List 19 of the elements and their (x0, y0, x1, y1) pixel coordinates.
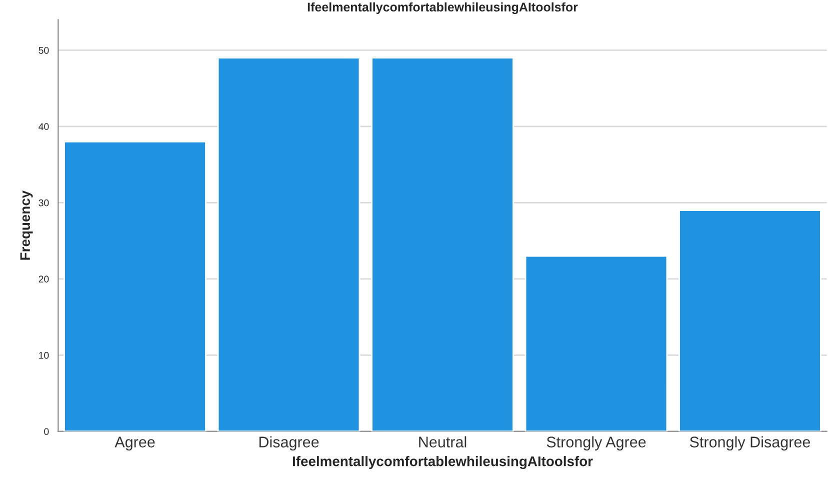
bar (524, 255, 668, 432)
bar (678, 210, 822, 432)
y-axis-title: Frequency (20, 190, 33, 260)
bar (217, 57, 360, 432)
x-tick-label: Neutral (419, 436, 466, 448)
x-tick-label: Strongly Disagree (690, 436, 810, 450)
x-axis-title: IfeelmentallycomfortablewhileusingAItoolsfor (292, 456, 593, 470)
x-tick-label: Strongly Agree (546, 436, 646, 450)
y-tick-label: 0 (44, 428, 49, 435)
bar (64, 140, 206, 432)
bar (371, 57, 514, 432)
y-tick-label: 20 (38, 276, 49, 283)
y-tick-label: 40 (38, 123, 49, 130)
x-tick-label: Agree (114, 436, 155, 450)
y-tick-label: 30 (38, 199, 49, 206)
y-tick-label: 50 (38, 46, 49, 54)
chart-title: IfeelmentallycomfortablewhileusingAItoolsfor (308, 2, 578, 14)
x-tick-label: Disagree (259, 436, 319, 450)
y-tick-label: 10 (39, 352, 49, 359)
